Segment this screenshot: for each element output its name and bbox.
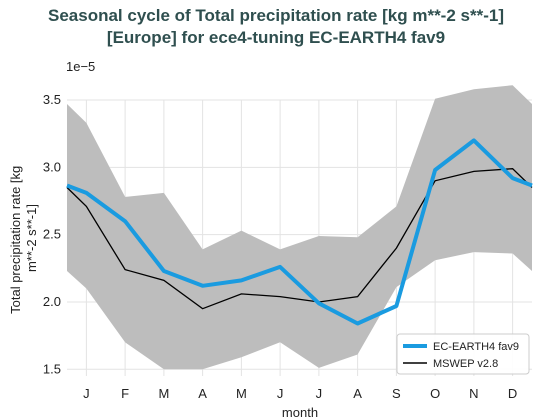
x-tick-label: O: [430, 386, 440, 401]
x-tick-label: J: [316, 386, 323, 401]
x-tick-label: A: [198, 386, 207, 401]
x-tick-label: J: [83, 386, 90, 401]
legend: EC-EARTH4 fav9 MSWEP v2.8: [396, 333, 530, 375]
x-tick-label: M: [236, 386, 247, 401]
legend-label-mswep: MSWEP v2.8: [433, 358, 498, 370]
x-tick-label: A: [353, 386, 362, 401]
chart-title-line-2: [Europe] for ece4-tuning EC-EARTH4 fav9: [106, 28, 446, 47]
axis-ticks: 1.5 2.0 2.5 3.0 3.5 J F M A M J J A S O N D: [43, 92, 517, 401]
y-axis-label-line-2: m**-2 s**-1]: [24, 204, 39, 272]
x-tick-label: D: [508, 386, 517, 401]
y-tick-label: 3.5: [43, 92, 61, 107]
series-line-mswep: [66, 168, 533, 310]
series-line-fav9: [66, 138, 533, 326]
legend-label-fav9: EC-EARTH4 fav9: [433, 341, 519, 353]
y-axis-label-line-1: Total precipitation rate [kg: [8, 166, 23, 314]
y-tick-label: 1.5: [43, 361, 61, 376]
chart-title: Seasonal cycle of Total precipitation ra…: [0, 5, 552, 49]
x-tick-label: F: [121, 386, 129, 401]
x-axis-label: month: [282, 405, 318, 420]
chart-title-line-1: Seasonal cycle of Total precipitation ra…: [48, 6, 504, 25]
y-tick-label: 2.0: [43, 294, 61, 309]
legend-box: [396, 333, 530, 375]
y-tick-label: 3.0: [43, 159, 61, 174]
x-tick-label: M: [158, 386, 169, 401]
x-tick-label: S: [392, 386, 401, 401]
x-tick-label: N: [469, 386, 478, 401]
y-axis-label: Total precipitation rate [kg m**-2 s**-1…: [8, 162, 39, 314]
spread-band: [67, 85, 532, 370]
y-axis-exponent: 1e−5: [66, 59, 95, 74]
y-tick-label: 2.5: [43, 227, 61, 242]
x-tick-label: J: [277, 386, 284, 401]
